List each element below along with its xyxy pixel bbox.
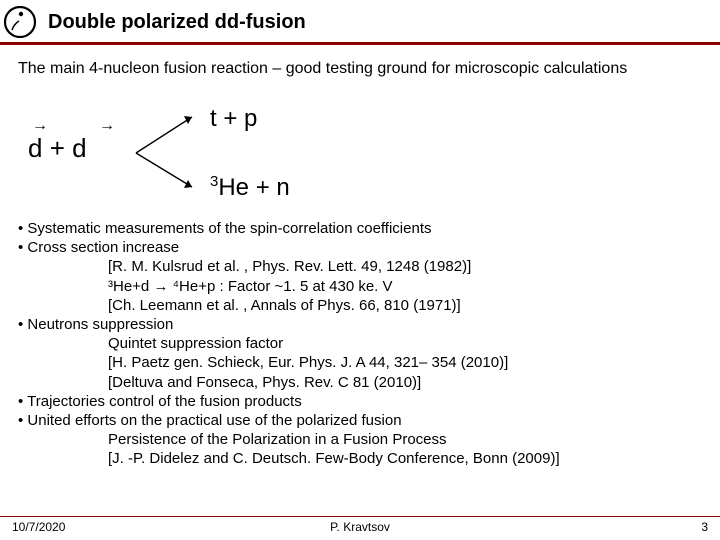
bullet-item: • United efforts on the practical use of… — [18, 411, 702, 430]
branch-arrows-icon — [128, 105, 206, 200]
vector-arrow-icon: → — [99, 117, 115, 135]
reaction-product-tp: t + p — [210, 105, 257, 133]
bullet-item: • Neutrons suppression — [18, 315, 702, 334]
bullet-item: • Systematic measurements of the spin-co… — [18, 219, 702, 238]
footer-author: P. Kravtsov — [330, 520, 390, 534]
slide-footer: 10/7/2020 P. Kravtsov 3 — [0, 516, 720, 534]
bullet-subitem: Persistence of the Polarization in a Fus… — [18, 430, 702, 449]
atom-logo-icon — [4, 6, 36, 38]
bullet-subitem: [R. M. Kulsrud et al. , Phys. Rev. Lett.… — [18, 257, 702, 276]
bullet-subitem: [H. Paetz gen. Schieck, Eur. Phys. J. A … — [18, 353, 702, 372]
slide-header: Double polarized dd-fusion — [0, 0, 720, 45]
bullet-item: • Cross section increase — [18, 238, 702, 257]
reaction-lhs: d + d — [28, 133, 87, 164]
bullet-subitem: [Ch. Leemann et al. , Annals of Phys. 66… — [18, 296, 702, 315]
bullet-subitem: [J. -P. Didelez and C. Deutsch. Few-Body… — [18, 449, 702, 468]
bullet-subitem: [Deltuva and Fonseca, Phys. Rev. C 81 (2… — [18, 373, 702, 392]
bullet-subitem: Quintet suppression factor — [18, 334, 702, 353]
deuteron-1: d — [28, 133, 42, 163]
reaction-diagram: → → d + d t + p 3He + n — [0, 95, 720, 215]
deuteron-2: d — [72, 133, 86, 163]
bullet-subitem: ³He+d → ⁴He+p : Factor ~1. 5 at 430 ke. … — [18, 277, 702, 296]
he-plus-n: He + n — [218, 174, 289, 201]
bullet-list: • Systematic measurements of the spin-co… — [0, 219, 720, 468]
footer-date: 10/7/2020 — [12, 520, 65, 534]
footer-page-number: 3 — [701, 520, 708, 534]
plus-sign: + — [42, 133, 72, 163]
reaction-product-he3n: 3He + n — [210, 173, 290, 202]
slide-title: Double polarized dd-fusion — [48, 11, 306, 34]
intro-text: The main 4-nucleon fusion reaction – goo… — [0, 45, 720, 89]
bullet-item: • Trajectories control of the fusion pro… — [18, 392, 702, 411]
